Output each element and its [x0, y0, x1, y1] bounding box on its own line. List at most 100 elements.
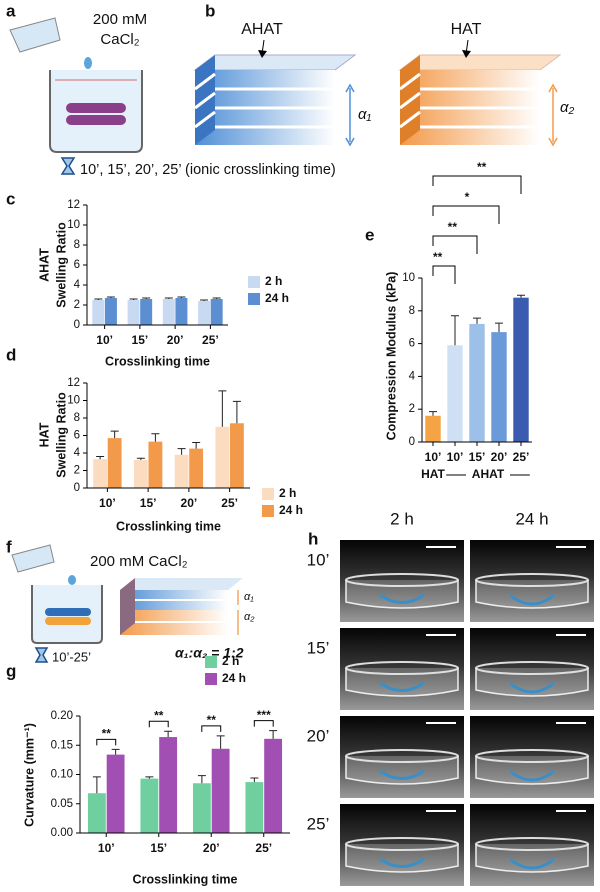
y-tick-label: 2 [74, 299, 80, 311]
legend-label: 24 h [222, 671, 246, 685]
error-bar [151, 433, 160, 442]
error-bar [94, 298, 103, 300]
significance-label: ** [477, 160, 487, 174]
panel-label: a [6, 1, 16, 20]
axis [421, 278, 532, 443]
axis [86, 383, 250, 489]
y-tick-label: 0.05 [51, 798, 73, 810]
error-bar [216, 735, 225, 749]
error-bar [192, 442, 201, 449]
bar [189, 448, 204, 488]
y-tick-label: 10 [402, 272, 415, 284]
y-axis-label: Swelling Ratio [54, 222, 68, 308]
hydrogel [379, 769, 425, 780]
beaker-illustration [9, 17, 143, 175]
significance-label: * [465, 190, 470, 204]
y-axis-label: HAT [37, 422, 51, 447]
height-label: α₁ [358, 106, 372, 123]
significance-label: ** [102, 727, 112, 741]
hydrogel [379, 857, 425, 868]
crosslinking-time: 10’-25’ [52, 649, 91, 664]
row-label: 20’ [307, 726, 330, 745]
group-label: AHAT [472, 467, 505, 481]
dish-wall [475, 580, 589, 609]
error-bar [129, 298, 138, 300]
bar [215, 426, 230, 488]
panel-label: f [6, 537, 12, 556]
error-bar [429, 411, 437, 416]
panel-label: c [6, 189, 15, 208]
x-tick-label: 25’ [255, 841, 272, 855]
significance-bracket [148, 720, 169, 728]
photo-grid [340, 540, 594, 886]
hydrogel [509, 681, 555, 694]
group-label: HAT [421, 467, 445, 481]
x-tick-label: 15’ [140, 496, 157, 510]
significance-bracket [253, 720, 274, 727]
error-bar [106, 296, 115, 298]
x-tick-label: 20’ [203, 841, 220, 855]
y-tick-label: 0.15 [51, 739, 73, 751]
significance-label: ** [154, 708, 164, 722]
error-bar [517, 294, 525, 298]
error-bar [200, 299, 209, 301]
y-axis-label: Swelling Ratio [54, 392, 68, 478]
error-bar [495, 322, 503, 333]
error-bar [110, 430, 119, 439]
error-bar [92, 776, 101, 794]
y-tick-label: 4 [74, 447, 81, 459]
bar [106, 754, 125, 833]
significance-bracket [432, 205, 500, 224]
y-tick-label: 0.00 [51, 827, 73, 839]
y-tick-label: 0 [409, 436, 415, 448]
bar [491, 332, 507, 442]
bar [133, 460, 148, 488]
x-tick-label: 25’ [202, 333, 219, 347]
dish-wall [345, 668, 459, 697]
legend-swatch [248, 276, 260, 288]
y-tick-label: 8 [74, 412, 80, 424]
height-label: α₁ [244, 591, 254, 603]
beaker-illustration [11, 544, 243, 663]
y-tick-label: 10 [67, 219, 80, 231]
height-label: α₂ [244, 611, 255, 623]
error-bar [145, 776, 154, 779]
bar [264, 738, 283, 833]
panel-label: e [365, 225, 374, 244]
ratio: α₁:α₂ = 1:2 [175, 645, 244, 661]
row-label: 25’ [307, 814, 330, 833]
panel-label: g [6, 661, 16, 680]
x-tick-label: 10’ [99, 496, 116, 510]
block-label: AHAT [241, 21, 283, 38]
x-tick-label: 10’ [425, 450, 442, 464]
panel-label: b [205, 1, 215, 20]
y-tick-label: 0 [74, 319, 80, 331]
dish-wall [475, 844, 589, 873]
error-bar [232, 400, 241, 424]
x-tick-label: 20’ [167, 333, 184, 347]
hydrogel [379, 681, 425, 692]
y-tick-label: 12 [67, 377, 80, 389]
y-tick-label: 12 [67, 199, 80, 211]
bar [513, 297, 529, 442]
hat-block [398, 39, 562, 147]
error-bar [250, 777, 259, 783]
bar [107, 438, 122, 488]
axis [86, 205, 228, 326]
bar [162, 299, 175, 325]
error-bar [164, 297, 173, 299]
axis [79, 716, 290, 834]
x-tick-label: 25’ [513, 450, 530, 464]
significance-label: *** [257, 708, 271, 722]
bar [469, 323, 485, 442]
dish-wall [345, 580, 459, 609]
y-tick-label: 8 [409, 305, 415, 317]
error-bar [164, 730, 173, 738]
bar [93, 459, 108, 488]
y-tick-label: 2 [74, 465, 80, 477]
x-axis-label: Crosslinking time [116, 519, 221, 533]
bar [211, 748, 230, 833]
error-bar [111, 748, 120, 755]
significance-label: ** [207, 713, 217, 727]
